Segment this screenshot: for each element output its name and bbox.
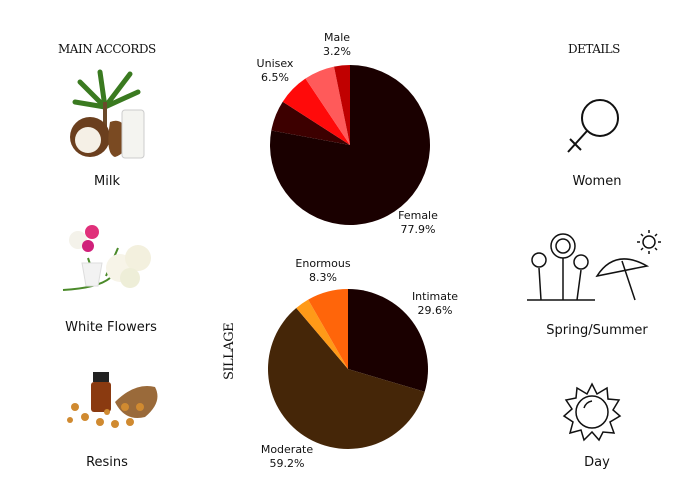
pie-label-male: Male 3.2% (323, 31, 351, 58)
detail-day-label: Day (584, 455, 610, 470)
pie-label-enormous: Enormous 8.3% (295, 257, 351, 284)
flowers-umbrella-icon (527, 230, 661, 301)
sun-icon (562, 382, 622, 442)
resins-image (67, 372, 158, 428)
pie-label-female: Female 77.9% (398, 209, 438, 236)
pie-slice-male (334, 65, 350, 145)
detail-women-label: Women (572, 174, 622, 189)
white-flowers-image (62, 225, 151, 291)
milk-coconut-image (70, 69, 145, 159)
accord-milk-label: Milk (94, 174, 120, 189)
pie-slice-enormous (308, 289, 348, 369)
accord-resins-label: Resins (86, 455, 128, 470)
pie-slice-intimate (348, 289, 429, 392)
detail-spring-summer-label: Spring/Summer (546, 323, 648, 338)
details-heading: DETAILS (568, 42, 620, 56)
pie-slice-unlabeled-2 (296, 299, 348, 369)
accord-white-flowers-label: White Flowers (65, 320, 157, 335)
pie-slice-unlabeled-1 (271, 101, 350, 145)
pie-slice-unlabeled-3 (305, 66, 350, 145)
pie-slice-moderate (267, 308, 425, 450)
female-symbol-icon (567, 99, 619, 153)
pie-slice-female (269, 65, 430, 226)
pie-label-moderate: Moderate 59.2% (260, 443, 314, 470)
pie-label-intimate: Intimate 29.6% (411, 290, 459, 317)
main-accords-heading: MAIN ACCORDS (58, 42, 156, 56)
pie-slice-unisex (282, 78, 350, 145)
pie-label-unisex: Unisex 6.5% (256, 57, 294, 84)
